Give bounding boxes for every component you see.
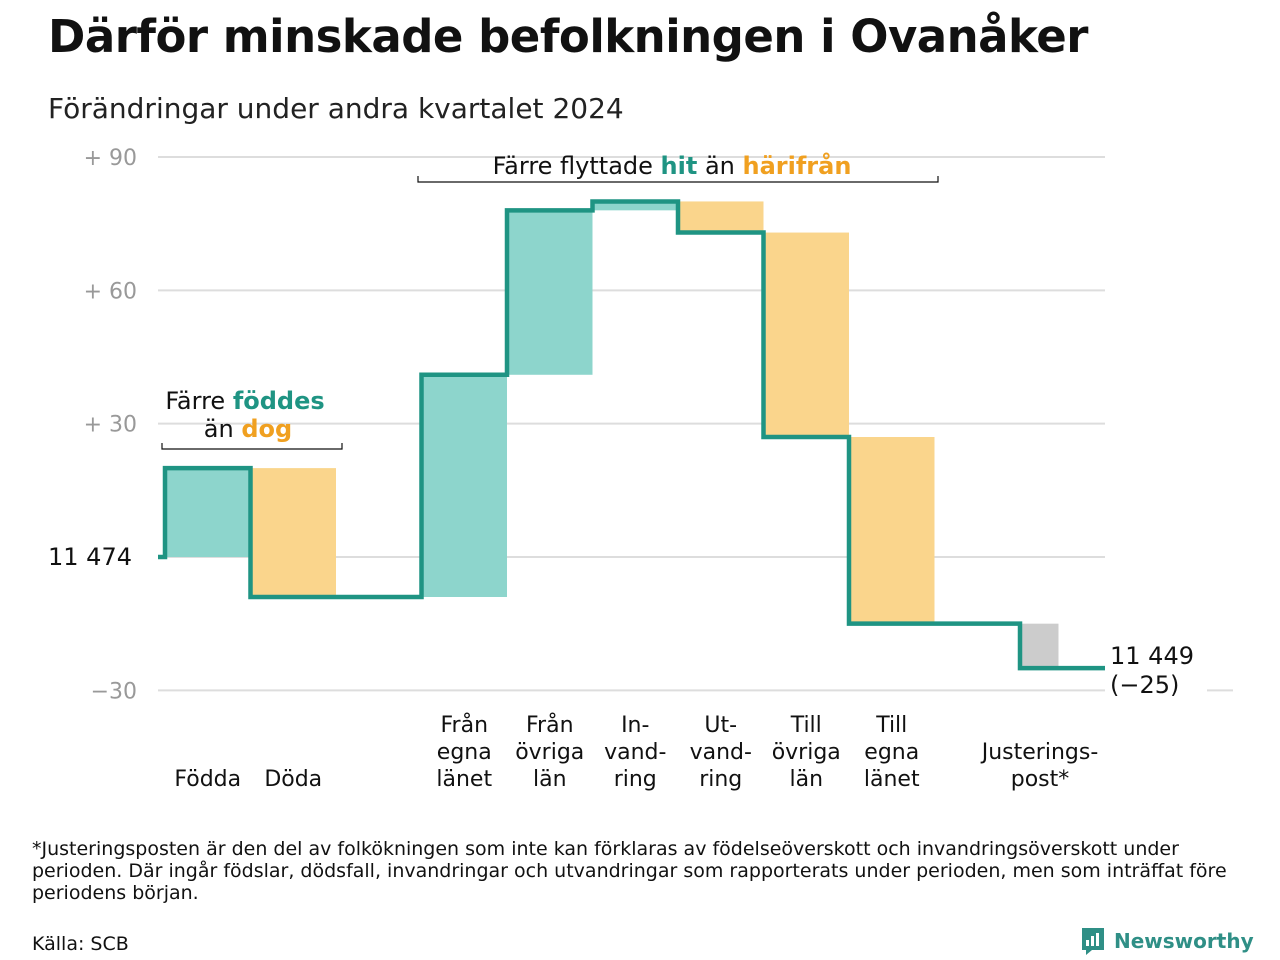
- chart-title: Därför minskade befolkningen i Ovanåker: [48, 10, 1088, 63]
- waterfall-bar: [678, 201, 764, 233]
- end-change-label: (−25): [1110, 671, 1179, 699]
- category-label: länet: [864, 767, 920, 792]
- end-value-label: 11 449: [1110, 642, 1194, 670]
- category-label: Till: [875, 713, 907, 738]
- category-label: övriga: [515, 740, 584, 765]
- category-label: Justerings-: [980, 740, 1099, 765]
- y-tick-label: −30: [91, 679, 137, 704]
- category-label: län: [533, 767, 567, 792]
- cumulative-step-line: [158, 199, 1105, 671]
- waterfall-bar: [250, 468, 336, 597]
- waterfall-bar: [592, 201, 678, 211]
- category-label: ring: [614, 767, 657, 792]
- chart-subtitle: Förändringar under andra kvartalet 2024: [48, 92, 624, 125]
- category-label: egna: [437, 740, 492, 765]
- category-label: Födda: [174, 767, 241, 792]
- y-tick-label: + 30: [84, 413, 137, 438]
- annotation-births-line1: Färre föddes: [165, 387, 324, 415]
- waterfall-bar: [421, 374, 507, 597]
- waterfall-bar: [165, 468, 251, 557]
- category-label: Döda: [264, 767, 322, 792]
- waterfall-bar: [849, 437, 935, 624]
- category-label: övriga: [772, 740, 841, 765]
- category-label: Ut-: [704, 713, 737, 738]
- category-label: Från: [440, 712, 488, 738]
- category-label: vand-: [690, 740, 752, 765]
- newsworthy-logo-icon: [1082, 928, 1104, 955]
- annotation-births-bracket: [161, 443, 343, 450]
- start-value-label: 11 474: [48, 543, 132, 571]
- category-label: Till: [790, 713, 822, 738]
- waterfall-bar: [1020, 623, 1059, 669]
- annotation-moves-bracket: [417, 176, 939, 183]
- brand-logo: Newsworthy: [1080, 926, 1254, 956]
- footnote: *Justeringsposten är den del av folkökni…: [32, 838, 1227, 904]
- annotation-moves: Färre flyttade hit än härifrån: [493, 151, 852, 180]
- waterfall-bar: [763, 232, 849, 437]
- category-label: vand-: [604, 740, 666, 765]
- category-label: länet: [436, 767, 492, 792]
- brand-name: Newsworthy: [1114, 929, 1254, 953]
- annotation-births-line2: än dog: [204, 415, 292, 443]
- category-label: egna: [864, 740, 919, 765]
- category-label: post*: [1011, 767, 1070, 792]
- category-label: län: [789, 767, 823, 792]
- y-tick-label: + 90: [84, 146, 137, 171]
- category-label: Från: [526, 712, 574, 738]
- source-note: Källa: SCB: [32, 933, 129, 955]
- category-label: In-: [621, 713, 649, 738]
- y-tick-label: + 60: [84, 279, 137, 304]
- waterfall-bar: [507, 210, 593, 375]
- category-label: ring: [699, 767, 742, 792]
